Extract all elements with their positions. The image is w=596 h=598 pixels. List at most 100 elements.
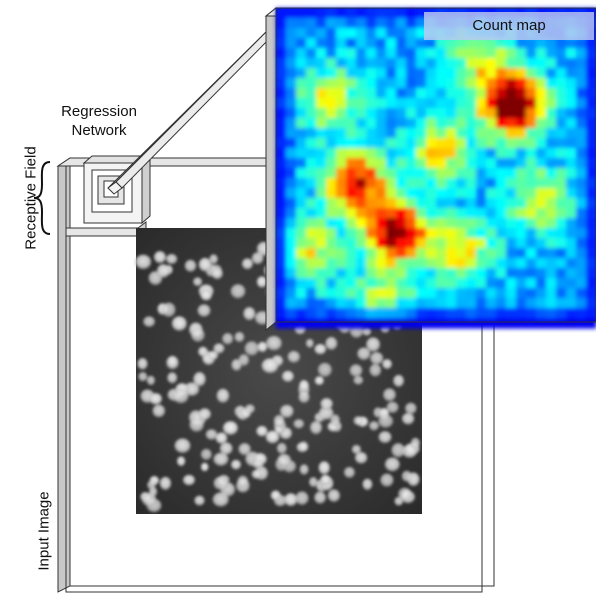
count-map-cell xyxy=(286,118,297,129)
count-map-cell xyxy=(306,78,317,89)
count-map-cell xyxy=(506,148,517,159)
count-map-cell xyxy=(466,78,477,89)
count-map-cell xyxy=(576,288,587,299)
count-map-cell xyxy=(526,248,537,259)
count-map-cell xyxy=(576,128,587,139)
count-map-cell xyxy=(496,58,507,69)
count-map-cell xyxy=(476,218,487,229)
count-map-cell xyxy=(366,238,377,249)
count-map-cell xyxy=(576,278,587,289)
micrograph-cell xyxy=(293,419,305,429)
count-map-cell xyxy=(466,188,477,199)
count-map-cell xyxy=(286,158,297,169)
count-map-cell xyxy=(336,198,347,209)
count-map-cell xyxy=(276,268,287,279)
count-map-cell xyxy=(566,128,577,139)
count-map-cell xyxy=(306,278,317,289)
count-map-cell xyxy=(556,198,567,209)
count-map-cell xyxy=(486,298,497,309)
count-map-cell xyxy=(496,148,507,159)
count-map-cell xyxy=(436,318,447,329)
count-map-cell xyxy=(516,138,527,149)
count-map-cell xyxy=(436,168,447,179)
count-map-cell xyxy=(276,178,287,189)
count-map-cell xyxy=(526,148,537,159)
count-map-cell xyxy=(476,58,487,69)
count-map-cell xyxy=(586,178,596,189)
count-map-side xyxy=(265,6,277,332)
count-map-cell xyxy=(406,68,417,79)
count-map-cell xyxy=(416,68,427,79)
count-map-cell xyxy=(546,238,557,249)
count-map-cell xyxy=(276,38,287,49)
count-map-cell xyxy=(286,8,297,19)
count-map-cell xyxy=(586,218,596,229)
count-map-cell xyxy=(586,308,596,319)
count-map-cell xyxy=(496,288,507,299)
count-map-cell xyxy=(346,238,357,249)
count-map-cell xyxy=(546,98,557,109)
count-map-cell xyxy=(326,228,337,239)
count-map-cell xyxy=(296,18,307,29)
count-map-cell xyxy=(406,148,417,159)
count-map-cell xyxy=(546,38,557,49)
count-map-cell xyxy=(416,18,427,29)
count-map-cell xyxy=(466,48,477,59)
count-map-cell xyxy=(486,68,497,79)
count-map-cell xyxy=(356,168,367,179)
micrograph-cell xyxy=(353,375,364,385)
count-map-cell xyxy=(356,208,367,219)
micrograph-cell xyxy=(298,441,309,453)
count-map-cell xyxy=(566,308,577,319)
micrograph-cell xyxy=(401,470,412,482)
count-map-cell xyxy=(486,78,497,89)
micrograph-cell xyxy=(369,363,382,377)
count-map-cell xyxy=(436,98,447,109)
count-map-cell xyxy=(466,108,477,119)
micrograph-cell xyxy=(366,337,381,352)
micrograph-cell xyxy=(317,362,332,378)
count-map-cell xyxy=(556,38,567,49)
micrograph-cell xyxy=(222,333,234,345)
count-map-cell xyxy=(496,218,507,229)
count-map-cell xyxy=(276,258,287,269)
count-map-cell xyxy=(386,238,397,249)
micrograph-cell xyxy=(370,352,384,365)
micrograph-cell xyxy=(147,480,156,490)
count-map-cell xyxy=(456,308,467,319)
count-map-cell xyxy=(306,108,317,119)
count-map-cell xyxy=(396,258,407,269)
count-map-cell xyxy=(576,38,587,49)
count-map-cell xyxy=(296,128,307,139)
count-map-cell xyxy=(336,188,347,199)
count-map-cell xyxy=(466,288,477,299)
count-map-cell xyxy=(326,258,337,269)
count-map-cell xyxy=(586,228,596,239)
count-map-cell xyxy=(466,138,477,149)
count-map-cell xyxy=(536,118,547,129)
count-map-cell xyxy=(476,248,487,259)
count-map-cell xyxy=(536,148,547,159)
count-map-cell xyxy=(576,48,587,59)
count-map-cell xyxy=(316,278,327,289)
count-map-cell xyxy=(446,88,457,99)
count-map-cell xyxy=(556,88,567,99)
count-map-cell xyxy=(336,308,347,319)
count-map-cell xyxy=(366,208,377,219)
count-map-cell xyxy=(276,298,287,309)
count-map-cell xyxy=(396,78,407,89)
count-map-cell xyxy=(526,178,537,189)
count-map-cell xyxy=(466,168,477,179)
count-map-cell xyxy=(516,158,527,169)
count-map-cell xyxy=(326,108,337,119)
micrograph-cell xyxy=(216,388,230,403)
count-map-cell xyxy=(546,248,557,259)
count-map-cell xyxy=(546,168,557,179)
count-map-cell xyxy=(386,158,397,169)
count-map-cell xyxy=(376,298,387,309)
count-map-cell xyxy=(526,128,537,139)
count-map-cell xyxy=(436,128,447,139)
count-map-cell xyxy=(356,298,367,309)
micrograph-cell xyxy=(299,464,309,475)
count-map-cell xyxy=(366,148,377,159)
